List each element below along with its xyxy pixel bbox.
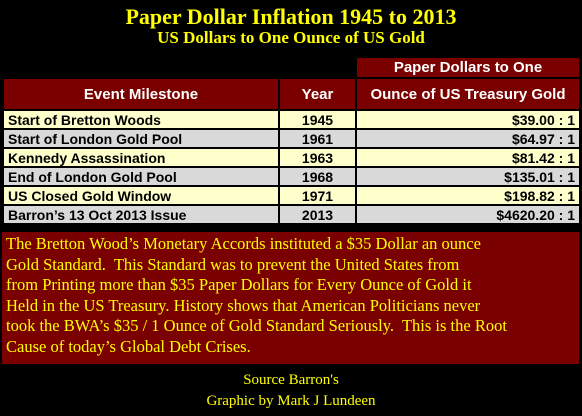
cell: $81.42 : 1 xyxy=(355,147,581,168)
cell: $39.00 : 1 xyxy=(355,109,581,130)
cell: 1971 xyxy=(278,185,357,206)
cell: $64.97 : 1 xyxy=(355,128,581,149)
table-row: US Closed Gold Window 1971 $198.82 : 1 xyxy=(2,185,581,206)
text-line: Held in the US Treasury. History shows t… xyxy=(6,295,481,315)
cell: Kennedy Assassination xyxy=(2,147,280,168)
super-header: Paper Dollars to One xyxy=(355,56,581,79)
table-row: Barron’s 13 Oct 2013 Issue 2013 $4620.20 :… xyxy=(2,204,581,225)
column-header: Ounce of US Treasury Gold xyxy=(355,77,581,111)
cell: 2013 xyxy=(278,204,357,225)
description: The Bretton Wood’s Monetary Accords inst… xyxy=(2,232,579,364)
cell: 1963 xyxy=(278,147,357,168)
text-line: took the BWA’s $35 / 1 Ounce of Gold Sta… xyxy=(6,316,507,335)
table-row: Start of London Gold Pool 1961 $64.97 : 1 xyxy=(2,128,581,149)
table: Paper Dollars to One Event Milestone Year… xyxy=(2,56,581,225)
subtitle: US Dollars to One Ounce of US Gold xyxy=(157,28,425,47)
column-header: Event Milestone xyxy=(2,77,280,111)
table-row: End of London Gold Pool 1968 $135.01 : 1 xyxy=(2,166,581,187)
text-line: The Bretton Wood’s Monetary Accords inst… xyxy=(6,234,481,253)
footer: Source Barron's Graphic by Mark J Lundeen xyxy=(0,370,582,412)
footer-line: Source Barron's xyxy=(243,372,339,388)
text-line: from Printing more than $35 Paper Dollar… xyxy=(6,275,472,294)
cell: $135.01 : 1 xyxy=(355,166,581,187)
cell: $4620.20 : 1 xyxy=(355,204,581,225)
cell: 1961 xyxy=(278,128,357,149)
title: Paper Dollar Inflation 1945 to 2013 xyxy=(125,4,457,29)
text-line: Cause of today’s Global Debt Crises. xyxy=(6,336,251,356)
text-line: Gold Standard. This Standard was to prev… xyxy=(6,254,460,274)
cell: Start of London Gold Pool xyxy=(2,128,280,149)
cell: Start of Bretton Woods xyxy=(2,109,280,130)
cell: 1945 xyxy=(278,109,357,130)
cell: $198.82 : 1 xyxy=(355,185,581,206)
cell: End of London Gold Pool xyxy=(2,166,280,187)
table-row: Kennedy Assassination 1963 $81.42 : 1 xyxy=(2,147,581,168)
table-row: Start of Bretton Woods 1945 $39.00 : 1 xyxy=(2,109,581,130)
footer-line: Graphic by Mark J Lundeen xyxy=(206,393,376,409)
column-header: Year xyxy=(278,77,357,111)
cell: Barron’s 13 Oct 2013 Issue xyxy=(2,204,280,225)
cell: 1968 xyxy=(278,166,357,187)
cell: US Closed Gold Window xyxy=(2,185,280,206)
